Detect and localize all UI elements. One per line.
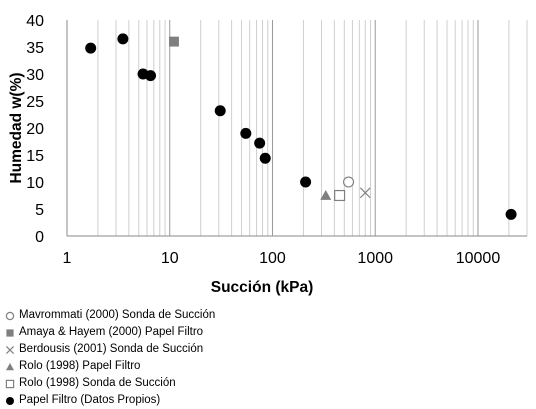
legend-marker-shape bbox=[6, 397, 14, 405]
y-tick-label: 35 bbox=[26, 40, 44, 57]
legend-marker-shape bbox=[6, 329, 14, 337]
y-tick-label: 20 bbox=[26, 121, 44, 138]
x-axis-label: Succión (kPa) bbox=[211, 279, 314, 296]
legend-item: Rolo (1998) Sonda de Succión bbox=[4, 375, 215, 392]
data-point bbox=[254, 137, 266, 149]
legend-marker-shape bbox=[5, 311, 15, 321]
legend-item: Berdousis (2001) Sonda de Succión bbox=[4, 341, 215, 358]
legend-marker-shape bbox=[5, 345, 15, 355]
data-point bbox=[320, 190, 332, 200]
y-tick-label: 25 bbox=[26, 94, 44, 111]
legend-label: Amaya & Hayem (2000) Papel Filtro bbox=[19, 326, 204, 338]
legend-marker bbox=[6, 397, 14, 405]
data-point bbox=[505, 208, 517, 220]
legend-item: Papel Filtro (Datos Propios) bbox=[4, 392, 215, 409]
data-point bbox=[240, 127, 252, 139]
data-point bbox=[300, 176, 312, 188]
y-tick-label: 5 bbox=[35, 202, 44, 219]
data-point bbox=[214, 105, 226, 117]
legend-label: Berdousis (2001) Sonda de Succión bbox=[19, 343, 204, 355]
legend-marker bbox=[5, 311, 15, 321]
legend-label: Rolo (1998) Papel Filtro bbox=[19, 360, 141, 372]
y-tick-label: 30 bbox=[26, 67, 44, 84]
legend-marker-shape bbox=[5, 379, 15, 389]
legend-marker-shape bbox=[6, 363, 14, 371]
legend-item: Amaya & Hayem (2000) Papel Filtro bbox=[4, 324, 215, 341]
y-axis-label: Humedad w(%) bbox=[8, 72, 25, 183]
data-point bbox=[259, 152, 271, 164]
x-tick-labels: 1 10 100 1000 10000 bbox=[63, 250, 501, 267]
x-tick-label: 10000 bbox=[456, 250, 501, 267]
y-tick-labels: 0 5 10 15 20 25 30 35 40 bbox=[26, 13, 44, 246]
scatter-chart: 1 10 100 1000 10000 0 5 10 15 20 25 30 35 40 Succión… bbox=[8, 13, 528, 296]
data-point bbox=[85, 42, 97, 54]
legend-marker bbox=[5, 379, 15, 389]
y-tick-label: 15 bbox=[26, 148, 44, 165]
data-point bbox=[169, 36, 179, 47]
data-point bbox=[117, 33, 129, 45]
axes bbox=[66, 20, 527, 237]
legend-item: Mavrommati (2000) Sonda de Succión bbox=[4, 307, 215, 324]
legend-marker bbox=[6, 363, 14, 371]
data-point bbox=[343, 176, 355, 188]
x-tick-label: 1000 bbox=[357, 250, 393, 267]
legend: Mavrommati (2000) Sonda de Succión Amaya … bbox=[4, 307, 215, 409]
data-point bbox=[359, 187, 371, 199]
y-tick-label: 0 bbox=[35, 229, 44, 246]
x-tick-label: 100 bbox=[259, 250, 286, 267]
legend-marker bbox=[5, 345, 15, 355]
x-tick-label: 1 bbox=[63, 250, 72, 267]
legend-item: Rolo (1998) Papel Filtro bbox=[4, 358, 215, 375]
legend-label: Rolo (1998) Sonda de Succión bbox=[19, 377, 176, 389]
data-point bbox=[334, 189, 346, 202]
y-tick-label: 10 bbox=[26, 175, 44, 192]
legend-marker bbox=[6, 329, 14, 337]
legend-label: Mavrommati (2000) Sonda de Succión bbox=[19, 309, 216, 321]
data-points bbox=[85, 33, 517, 220]
y-tick-label: 40 bbox=[26, 13, 44, 30]
data-point bbox=[145, 70, 157, 82]
gridlines bbox=[66, 20, 528, 236]
x-tick-label: 10 bbox=[161, 250, 179, 267]
legend-label: Papel Filtro (Datos Propios) bbox=[19, 394, 161, 406]
